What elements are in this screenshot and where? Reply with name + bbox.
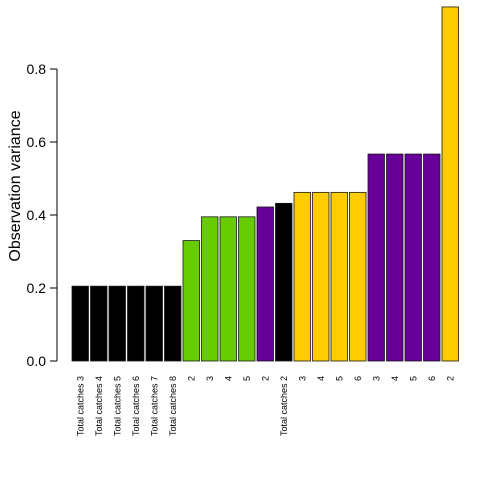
x-tick-label-9: 5 <box>242 376 252 381</box>
x-tick-label-17: 4 <box>390 376 400 381</box>
bar-17 <box>386 153 404 362</box>
bar-16 <box>367 153 385 362</box>
y-tick-label-0: 0.0 <box>27 353 47 369</box>
x-tick-labels: Total catches 3 Total catches 4 Total catc… <box>75 376 455 436</box>
bar-6 <box>182 240 200 362</box>
bar-18 <box>404 153 422 362</box>
bar-20 <box>441 6 459 362</box>
bar-0 <box>71 285 89 362</box>
y-axis-label: Observation variance <box>7 110 24 261</box>
x-tick-label-8: 4 <box>223 376 233 381</box>
bar-8 <box>219 216 237 362</box>
x-tick-label-7: 3 <box>205 376 215 381</box>
x-tick-label-1: Total catches 4 <box>94 376 104 436</box>
x-tick-label-10: 2 <box>260 376 270 381</box>
bar-10 <box>256 206 274 362</box>
y-tick-label-1: 0.2 <box>27 280 47 296</box>
bar-12 <box>293 191 311 362</box>
y-tick-label-4: 0.8 <box>27 61 47 77</box>
x-tick-label-0: Total catches 3 <box>75 376 85 436</box>
bar-19 <box>423 153 441 362</box>
x-tick-label-18: 5 <box>408 376 418 381</box>
bar-15 <box>349 191 367 362</box>
y-axis: 0.0 0.2 0.4 0.6 0.8 <box>27 61 58 369</box>
x-tick-label-15: 6 <box>353 376 363 381</box>
x-tick-label-6: 2 <box>186 376 196 381</box>
x-tick-label-19: 6 <box>427 376 437 381</box>
bar-2 <box>108 285 126 362</box>
bar-13 <box>312 191 330 362</box>
y-tick-label-3: 0.6 <box>27 134 47 150</box>
x-tick-label-13: 4 <box>316 376 326 381</box>
x-tick-label-12: 3 <box>297 376 307 381</box>
bar-11 <box>275 202 293 362</box>
x-tick-label-5: Total catches 8 <box>168 376 178 436</box>
bar-9 <box>238 216 256 362</box>
x-tick-label-20: 2 <box>445 376 455 381</box>
x-tick-label-2: Total catches 5 <box>112 376 122 436</box>
x-tick-label-14: 5 <box>334 376 344 381</box>
x-tick-label-3: Total catches 6 <box>131 376 141 436</box>
bar-4 <box>145 285 163 362</box>
y-tick-label-2: 0.4 <box>27 207 47 223</box>
bar-5 <box>164 285 182 362</box>
bars-group <box>71 6 459 362</box>
x-tick-label-11: Total catches 2 <box>279 376 289 436</box>
x-tick-label-16: 3 <box>371 376 381 381</box>
bar-14 <box>330 191 348 362</box>
bar-3 <box>127 285 145 362</box>
bar-7 <box>201 216 219 362</box>
x-tick-label-4: Total catches 7 <box>149 376 159 436</box>
bar-1 <box>90 285 108 362</box>
